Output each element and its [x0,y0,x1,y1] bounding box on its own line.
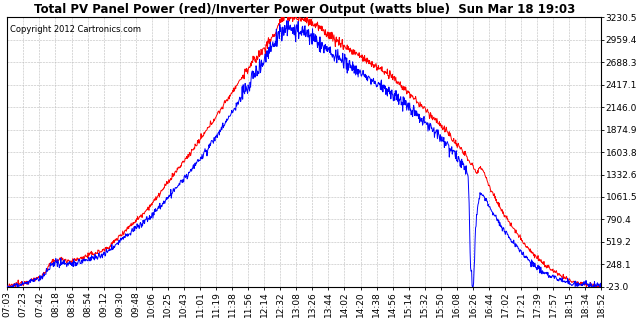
Title: Total PV Panel Power (red)/Inverter Power Output (watts blue)  Sun Mar 18 19:03: Total PV Panel Power (red)/Inverter Powe… [34,3,575,16]
Text: Copyright 2012 Cartronics.com: Copyright 2012 Cartronics.com [10,25,141,34]
